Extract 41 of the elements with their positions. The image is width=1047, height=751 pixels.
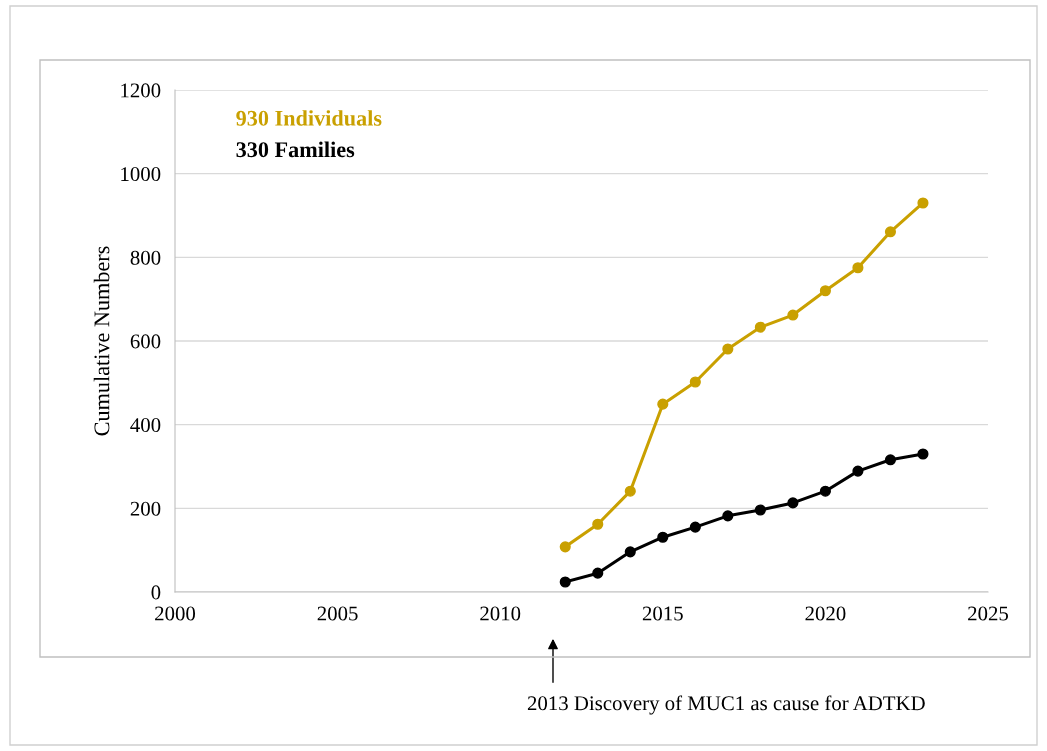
y-tick-label: 800 [130, 250, 161, 265]
point [884, 226, 896, 238]
point [722, 343, 734, 355]
y-axis-title: Cumulative Numbers [93, 246, 110, 436]
point [722, 510, 734, 522]
x-tick-label: 2000 [155, 606, 196, 621]
point [624, 546, 636, 558]
point [657, 531, 669, 543]
y-tick-label: 400 [130, 418, 161, 433]
y-tick-label: 1200 [121, 83, 161, 98]
point [917, 448, 929, 460]
point [787, 497, 799, 509]
point [689, 521, 701, 533]
x-tick-label: 2010 [480, 606, 521, 621]
text: 2013 Discovery of MUC1 as cause for ADTKD [527, 695, 925, 715]
x-tick-label: 2020 [805, 606, 846, 621]
point [592, 518, 604, 530]
x-tick-label: 2025 [968, 606, 1009, 621]
point [592, 567, 604, 579]
y-tick-label: 200 [130, 501, 161, 516]
point [559, 576, 571, 588]
point [754, 321, 766, 333]
text: 930 Individuals [236, 110, 382, 126]
point [689, 376, 701, 388]
text: 330 Families [236, 141, 355, 158]
point [559, 541, 571, 553]
point [917, 197, 929, 209]
point [852, 262, 864, 274]
point [852, 465, 864, 477]
point [884, 454, 896, 466]
point [819, 485, 831, 497]
point [657, 398, 669, 410]
point [624, 485, 636, 497]
y-tick-label: 0 [151, 585, 161, 600]
y-tick-label: 600 [130, 334, 161, 349]
y-tick-label: 1000 [121, 167, 161, 182]
x-tick-label: 2005 [317, 606, 358, 621]
point [754, 504, 766, 516]
x-tick-label: 2015 [642, 606, 683, 621]
point [819, 285, 831, 297]
point [787, 309, 799, 321]
